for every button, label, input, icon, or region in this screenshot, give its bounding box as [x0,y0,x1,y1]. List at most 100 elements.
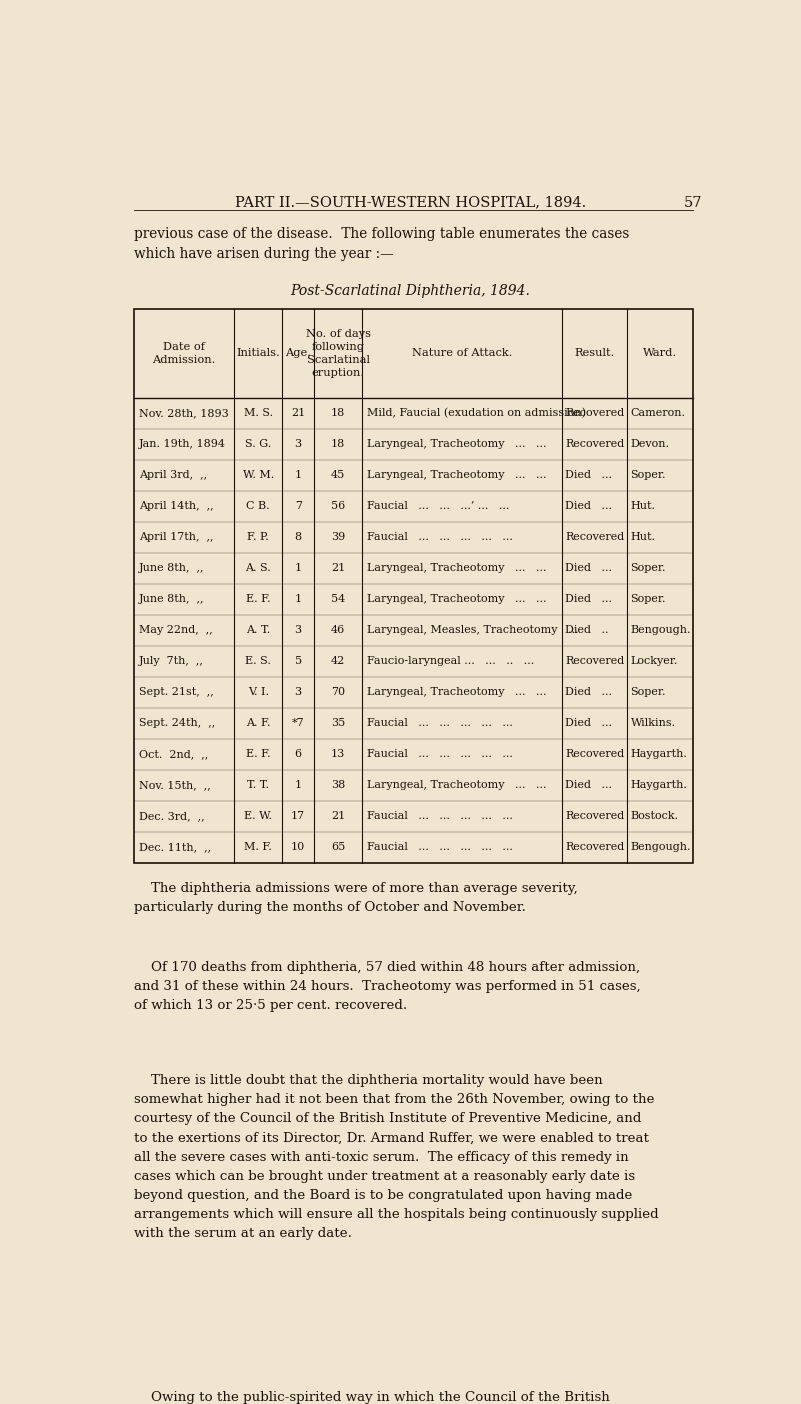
Text: Ward.: Ward. [643,348,678,358]
Text: 18: 18 [331,439,345,449]
Text: 7: 7 [295,501,302,511]
Text: Nov. 15th,  ,,: Nov. 15th, ,, [139,781,211,790]
Text: 46: 46 [331,625,345,635]
Text: Faucial   ...   ...   ...   ...   ...: Faucial ... ... ... ... ... [367,532,513,542]
Text: Faucial   ...   ...   ...   ...   ...: Faucial ... ... ... ... ... [367,842,513,852]
Text: Recovered: Recovered [565,439,624,449]
Text: Sept. 21st,  ,,: Sept. 21st, ,, [139,687,213,696]
Text: Faucial   ...   ...   ...   ...   ...: Faucial ... ... ... ... ... [367,717,513,729]
Text: A. F.: A. F. [246,717,271,729]
Text: previous case of the disease.  The following table enumerates the cases
which ha: previous case of the disease. The follow… [135,227,630,261]
Text: Died   ...: Died ... [565,687,612,696]
Text: Laryngeal, Tracheotomy   ...   ...: Laryngeal, Tracheotomy ... ... [367,563,546,573]
Text: Died   ...: Died ... [565,501,612,511]
Text: Cameron.: Cameron. [630,409,686,418]
Text: Recovered: Recovered [565,409,624,418]
Text: 70: 70 [331,687,345,696]
Text: June 8th,  ,,: June 8th, ,, [139,594,204,604]
Text: Bengough.: Bengough. [630,625,691,635]
Text: A. S.: A. S. [245,563,272,573]
Text: 17: 17 [291,812,305,821]
Text: Haygarth.: Haygarth. [630,781,687,790]
Text: Bostock.: Bostock. [630,812,678,821]
Text: April 3rd,  ,,: April 3rd, ,, [139,470,207,480]
Text: Faucio-laryngeal ...   ...   ..   ...: Faucio-laryngeal ... ... .. ... [367,656,534,665]
Text: Laryngeal, Tracheotomy   ...   ...: Laryngeal, Tracheotomy ... ... [367,439,546,449]
Text: 3: 3 [295,625,302,635]
Text: Of 170 deaths from diphtheria, 57 died within 48 hours after admission,
and 31 o: Of 170 deaths from diphtheria, 57 died w… [135,960,641,1012]
Text: 35: 35 [331,717,345,729]
Text: Lockyer.: Lockyer. [630,656,678,665]
Text: Soper.: Soper. [630,594,666,604]
Text: Sept. 24th,  ,,: Sept. 24th, ,, [139,717,215,729]
Text: Initials.: Initials. [236,348,280,358]
Text: 54: 54 [331,594,345,604]
Text: Haygarth.: Haygarth. [630,750,687,760]
Text: Mild, Faucial (exudation on admission): Mild, Faucial (exudation on admission) [367,409,586,418]
Text: Laryngeal, Tracheotomy   ...   ...: Laryngeal, Tracheotomy ... ... [367,470,546,480]
Text: E. W.: E. W. [244,812,272,821]
Text: T. T.: T. T. [248,781,269,790]
Text: 5: 5 [295,656,302,665]
Text: M. S.: M. S. [244,409,273,418]
Text: 1: 1 [295,781,302,790]
Text: Laryngeal, Tracheotomy   ...   ...: Laryngeal, Tracheotomy ... ... [367,687,546,696]
Text: 3: 3 [295,687,302,696]
Text: Laryngeal, Tracheotomy   ...   ...: Laryngeal, Tracheotomy ... ... [367,594,546,604]
Text: Faucial   ...   ...   ...   ...   ...: Faucial ... ... ... ... ... [367,750,513,760]
Text: Laryngeal, Tracheotomy   ...   ...: Laryngeal, Tracheotomy ... ... [367,781,546,790]
Text: 45: 45 [331,470,345,480]
Text: April 17th,  ,,: April 17th, ,, [139,532,213,542]
Text: Recovered: Recovered [565,656,624,665]
Text: F. P.: F. P. [248,532,269,542]
Text: There is little doubt that the diphtheria mortality would have been
somewhat hig: There is little doubt that the diphtheri… [135,1074,659,1241]
Text: Soper.: Soper. [630,687,666,696]
Text: 1: 1 [295,563,302,573]
Text: Died   ..: Died .. [565,625,609,635]
Text: Owing to the public-spirited way in which the Council of the British
Institute o: Owing to the public-spirited way in whic… [135,1391,652,1404]
Text: Died   ...: Died ... [565,470,612,480]
Text: Result.: Result. [574,348,615,358]
Text: 39: 39 [331,532,345,542]
Text: 8: 8 [295,532,302,542]
Text: M. F.: M. F. [244,842,272,852]
Text: Died   ...: Died ... [565,781,612,790]
Text: 21: 21 [331,563,345,573]
Text: A. T.: A. T. [246,625,271,635]
Text: C B.: C B. [247,501,270,511]
Text: 6: 6 [295,750,302,760]
Text: June 8th,  ,,: June 8th, ,, [139,563,204,573]
Text: 21: 21 [331,812,345,821]
Text: Recovered: Recovered [565,842,624,852]
Text: Bengough.: Bengough. [630,842,691,852]
Text: Hut.: Hut. [630,532,655,542]
Text: Nov. 28th, 1893: Nov. 28th, 1893 [139,409,228,418]
Text: 13: 13 [331,750,345,760]
Text: Soper.: Soper. [630,470,666,480]
Text: PART II.—SOUTH-WESTERN HOSPITAL, 1894.: PART II.—SOUTH-WESTERN HOSPITAL, 1894. [235,195,586,209]
Text: Faucial   ...   ...   ...   ...   ...: Faucial ... ... ... ... ... [367,812,513,821]
Text: Jan. 19th, 1894: Jan. 19th, 1894 [139,439,226,449]
Text: 10: 10 [291,842,305,852]
Text: 38: 38 [331,781,345,790]
Text: Died   ...: Died ... [565,563,612,573]
Text: 1: 1 [295,470,302,480]
Text: Post-Scarlatinal Diphtheria, 1894.: Post-Scarlatinal Diphtheria, 1894. [291,284,530,298]
Text: W. M.: W. M. [243,470,274,480]
Text: 42: 42 [331,656,345,665]
Text: Dec. 3rd,  ,,: Dec. 3rd, ,, [139,812,204,821]
Text: May 22nd,  ,,: May 22nd, ,, [139,625,212,635]
Text: The diphtheria admissions were of more than average severity,
particularly durin: The diphtheria admissions were of more t… [135,882,578,914]
Text: *7: *7 [292,717,304,729]
Text: E. F.: E. F. [246,750,271,760]
Text: Soper.: Soper. [630,563,666,573]
Bar [135,309,693,862]
Text: 21: 21 [291,409,305,418]
Text: July  7th,  ,,: July 7th, ,, [139,656,203,665]
Text: Age.: Age. [285,348,311,358]
Text: E. F.: E. F. [246,594,271,604]
Text: 1: 1 [295,594,302,604]
Text: Hut.: Hut. [630,501,655,511]
Text: 3: 3 [295,439,302,449]
Text: April 14th,  ,,: April 14th, ,, [139,501,213,511]
